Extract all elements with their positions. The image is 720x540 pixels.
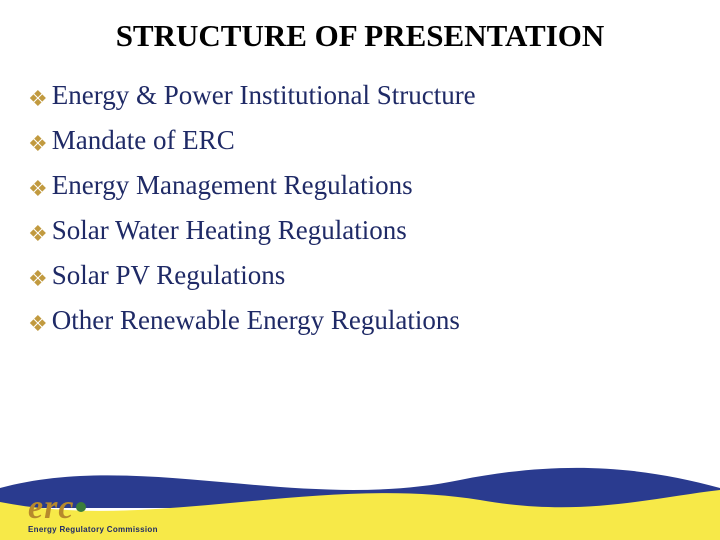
diamond-icon: ❖ [28,88,48,110]
bullet-text: Energy Management Regulations [52,170,413,201]
logo-subtitle: Energy Regulatory Commission [28,525,158,534]
bullet-text: Solar PV Regulations [52,260,286,291]
logo-dot-icon [76,502,86,512]
diamond-icon: ❖ [28,223,48,245]
list-item: ❖ Mandate of ERC [28,125,688,156]
diamond-icon: ❖ [28,133,48,155]
list-item: ❖ Solar Water Heating Regulations [28,215,688,246]
list-item: ❖ Solar PV Regulations [28,260,688,291]
list-item: ❖ Energy Management Regulations [28,170,688,201]
list-item: ❖ Energy & Power Institutional Structure [28,80,688,111]
logo: erc Energy Regulatory Commission [28,489,158,534]
diamond-icon: ❖ [28,178,48,200]
bullet-text: Mandate of ERC [52,125,235,156]
slide: STRUCTURE OF PRESENTATION ❖ Energy & Pow… [0,0,720,540]
logo-text: erc [28,489,74,526]
diamond-icon: ❖ [28,268,48,290]
bullet-text: Energy & Power Institutional Structure [52,80,476,111]
slide-title: STRUCTURE OF PRESENTATION [0,18,720,54]
diamond-icon: ❖ [28,313,48,335]
bullet-text: Other Renewable Energy Regulations [52,305,460,336]
slide-footer: erc Energy Regulatory Commission [0,440,720,540]
bullet-list: ❖ Energy & Power Institutional Structure… [28,80,688,350]
list-item: ❖ Other Renewable Energy Regulations [28,305,688,336]
bullet-text: Solar Water Heating Regulations [52,215,407,246]
